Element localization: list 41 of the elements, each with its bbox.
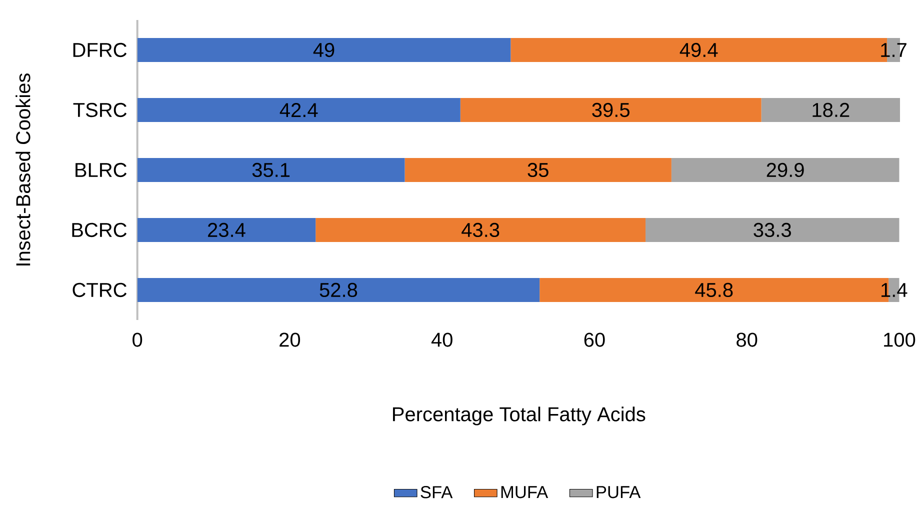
- bar: [671, 158, 900, 182]
- x-tick-label: 60: [584, 332, 605, 347]
- x-axis-title: Percentage Total Fatty Acids: [393, 406, 646, 426]
- legend-label: PUFA: [596, 486, 641, 498]
- bar: [646, 218, 900, 242]
- bar: [137, 98, 460, 122]
- data-label: 1.4: [882, 283, 908, 297]
- y-tick-label: CTRC: [72, 282, 127, 298]
- bar: [460, 98, 762, 122]
- legend-label: MUFA: [501, 486, 548, 498]
- y-axis-title: Insect-Based Cookies: [16, 74, 30, 266]
- data-label: 45.8: [695, 282, 733, 298]
- bar: [137, 218, 316, 242]
- bar: [404, 158, 672, 182]
- data-label: 23.4: [208, 222, 246, 238]
- data-label: 52.8: [320, 282, 358, 298]
- x-tick-label: 100: [884, 332, 916, 347]
- data-label: 42.4: [280, 103, 318, 117]
- x-tick-label: 0: [132, 332, 142, 347]
- bar: [316, 218, 646, 242]
- data-label: 18.2: [812, 102, 850, 118]
- data-label: 49: [313, 42, 334, 58]
- data-label: 35: [528, 162, 548, 178]
- y-tick-label: BLRC: [76, 162, 127, 178]
- x-tick-label: 20: [280, 332, 300, 347]
- bar: [137, 278, 540, 302]
- x-tick-label: 80: [736, 332, 758, 347]
- data-label: 29.9: [766, 162, 804, 178]
- y-tick-label: TSRC: [73, 102, 127, 118]
- data-label: 33.3: [754, 222, 791, 238]
- bar: [137, 38, 511, 62]
- data-label: 39.5: [592, 102, 630, 118]
- data-label: 49.4: [680, 42, 718, 58]
- data-label: 35.1: [252, 162, 290, 178]
- bar: [137, 158, 405, 182]
- y-tick-label: BCRC: [72, 222, 127, 238]
- data-label: 43.3: [462, 222, 500, 238]
- bar: [761, 98, 900, 122]
- y-tick-label: DFRC: [73, 42, 127, 58]
- x-tick-label: 40: [431, 332, 452, 347]
- legend-label: SFA: [420, 486, 453, 498]
